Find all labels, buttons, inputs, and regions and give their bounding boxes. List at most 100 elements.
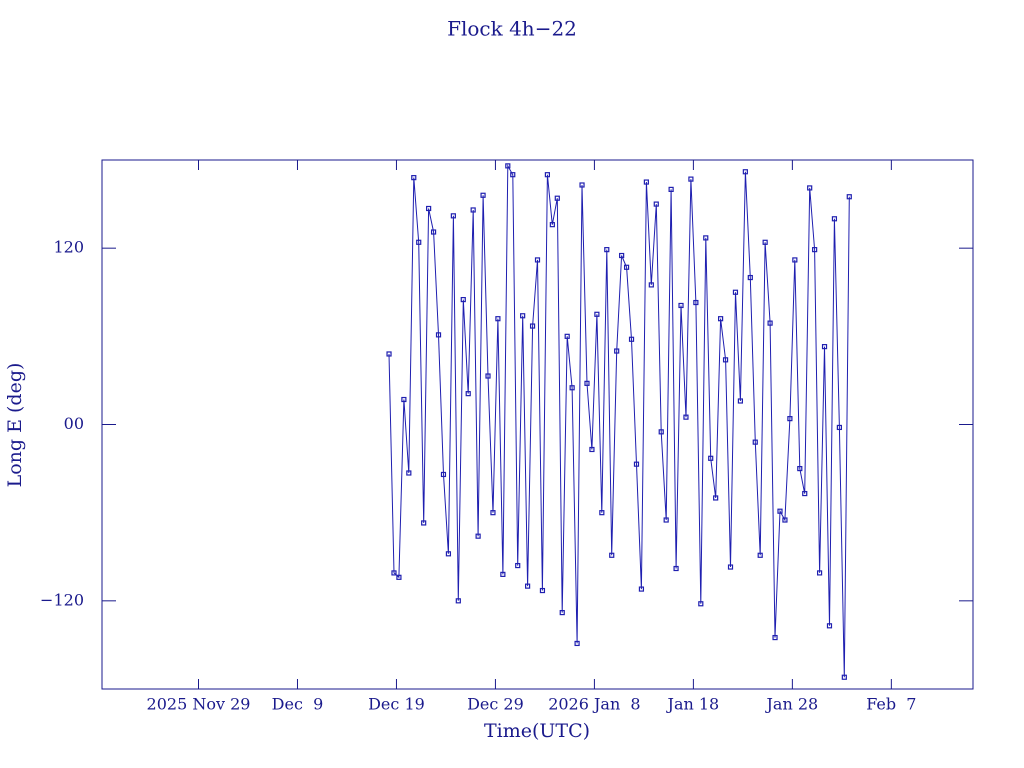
data-point: [470, 207, 476, 213]
data-point: [465, 391, 471, 397]
data-point: [812, 247, 818, 253]
data-point: [604, 247, 610, 253]
y-tick-label: −120: [40, 590, 84, 609]
x-tick-label: Dec 29: [467, 695, 524, 714]
data-point: [777, 508, 783, 514]
data-point: [836, 424, 842, 431]
data-point: [440, 471, 447, 478]
data-point: [747, 274, 753, 281]
data-point: [520, 313, 526, 319]
x-tick-label: 2026 Jan 8: [548, 695, 640, 714]
data-point: [623, 264, 630, 270]
data-point: [727, 564, 734, 570]
chart-title: Flock 4h−22: [447, 17, 577, 41]
data-point: [391, 570, 397, 576]
x-tick-label: Jan 18: [666, 695, 720, 714]
data-point: [767, 320, 773, 326]
data-point: [515, 562, 521, 569]
data-point: [688, 176, 694, 182]
x-tick-label: Jan 28: [765, 695, 819, 714]
data-point: [480, 192, 486, 198]
data-point: [638, 586, 645, 592]
data-point: [782, 517, 788, 523]
data-point: [554, 195, 560, 201]
data-point: [529, 323, 536, 329]
data-point: [549, 222, 555, 228]
data-point: [426, 205, 432, 212]
data-point: [703, 235, 709, 241]
data-point: [737, 398, 744, 404]
data-point: [411, 175, 417, 181]
data-point: [579, 182, 585, 188]
data-point: [628, 336, 635, 342]
data-point: [718, 316, 724, 322]
data-point: [490, 510, 496, 516]
data-point: [668, 186, 674, 192]
data-point: [841, 674, 847, 680]
data-point: [455, 598, 461, 604]
plot-area: [386, 163, 852, 680]
data-point: [752, 439, 758, 445]
data-point: [396, 574, 402, 580]
data-point: [643, 179, 649, 185]
data-point: [505, 163, 511, 169]
data-point: [406, 470, 412, 476]
data-point: [683, 414, 689, 420]
data-point: [589, 446, 595, 453]
data-point: [732, 289, 739, 295]
data-point: [816, 570, 823, 576]
data-point: [539, 587, 546, 594]
data-point: [742, 169, 748, 175]
data-point: [673, 565, 679, 572]
data-point: [797, 465, 803, 472]
data-point: [544, 172, 550, 178]
data-point: [802, 490, 808, 497]
data-point: [678, 302, 684, 309]
data-point: [708, 455, 714, 461]
data-point: [693, 299, 699, 306]
data-point: [757, 552, 763, 558]
data-point: [500, 571, 506, 577]
data-point: [653, 201, 659, 207]
y-tick-label: 00: [64, 414, 84, 433]
y-axis-label: Long E (deg): [4, 363, 26, 488]
x-tick-label: Feb 7: [866, 695, 916, 714]
data-point: [584, 380, 590, 386]
data-point: [416, 239, 422, 245]
data-point: [722, 357, 729, 363]
data-point: [831, 216, 838, 222]
data-point: [430, 229, 437, 235]
data-point: [826, 623, 833, 629]
data-point: [698, 601, 704, 607]
data-point: [792, 257, 798, 263]
data-point: [559, 609, 565, 616]
data-point: [510, 172, 516, 178]
y-tick-label: 120: [53, 238, 84, 257]
data-point: [619, 252, 625, 259]
data-point: [495, 316, 501, 322]
data-point: [772, 634, 778, 641]
x-tick-label: Dec 9: [272, 695, 324, 714]
x-axis-label: Time(UTC): [484, 720, 590, 742]
data-point: [525, 583, 531, 589]
x-tick-label: 2025 Nov 29: [147, 695, 251, 714]
data-point: [475, 533, 481, 539]
data-point: [821, 344, 828, 350]
data-point: [445, 551, 452, 557]
data-point: [713, 495, 719, 501]
data-point: [633, 461, 640, 467]
data-point: [401, 396, 407, 403]
data-point: [787, 416, 793, 422]
data-point: [846, 194, 852, 200]
data-point: [534, 257, 541, 263]
data-point: [485, 373, 491, 379]
plot-frame: [101, 159, 974, 690]
data-point: [599, 510, 605, 516]
data-point: [421, 520, 427, 526]
data-point: [663, 517, 669, 523]
data-point: [614, 348, 620, 354]
data-point: [450, 213, 456, 219]
data-point: [762, 239, 768, 245]
data-point: [807, 185, 813, 191]
